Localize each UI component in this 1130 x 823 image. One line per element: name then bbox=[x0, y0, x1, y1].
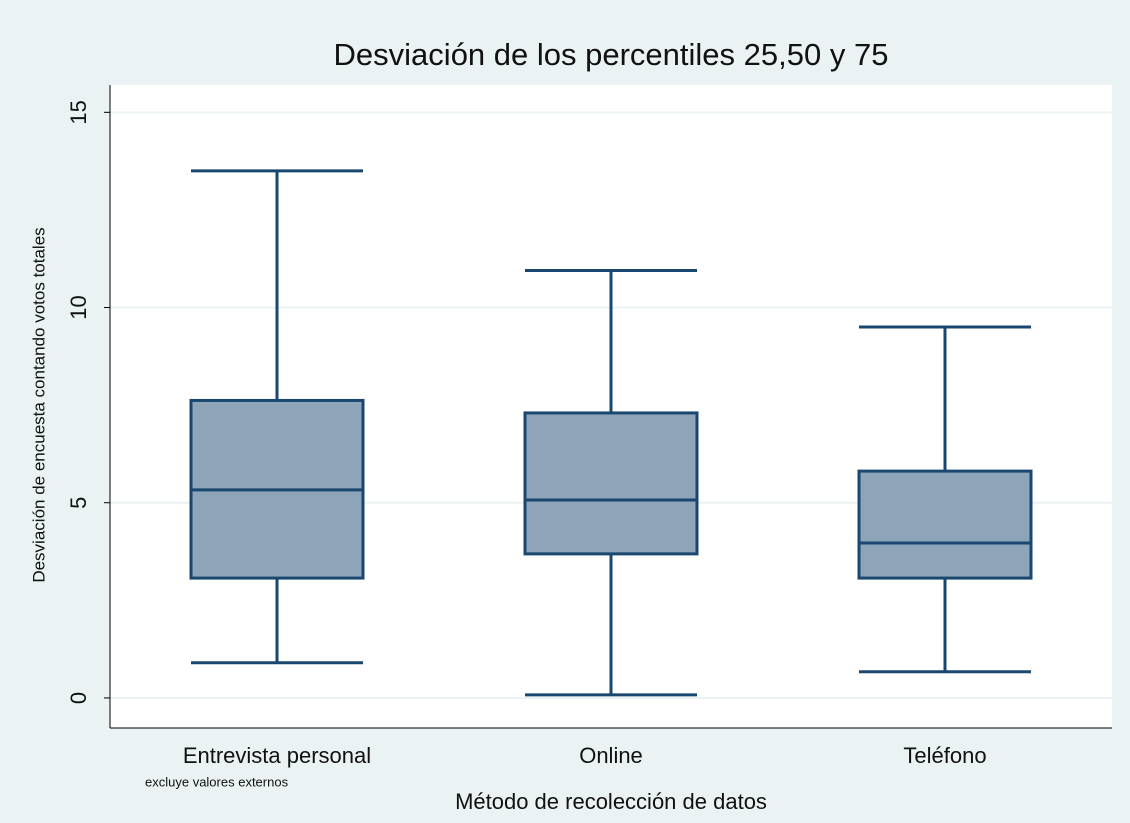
y-axis-title: Desviación de encuesta contando votos to… bbox=[29, 227, 48, 582]
x-tick-label: Online bbox=[579, 743, 643, 768]
x-tick-label: Teléfono bbox=[903, 743, 986, 768]
box bbox=[857, 469, 1033, 580]
chart-title: Desviación de los percentiles 25,50 y 75 bbox=[334, 37, 889, 72]
y-tick-label: 5 bbox=[66, 497, 91, 509]
box bbox=[523, 411, 699, 556]
note: excluye valores externos bbox=[145, 774, 289, 789]
x-tick-label: Entrevista personal bbox=[183, 743, 371, 768]
y-tick-label: 15 bbox=[66, 100, 91, 124]
y-tick-label: 10 bbox=[66, 295, 91, 319]
plot-layer: 0 5 10 15 Entrevista personal Online Teléfono bbox=[66, 100, 1112, 768]
x-axis-title: Método de recolección de datos bbox=[455, 789, 767, 814]
y-tick-label: 0 bbox=[66, 692, 91, 704]
